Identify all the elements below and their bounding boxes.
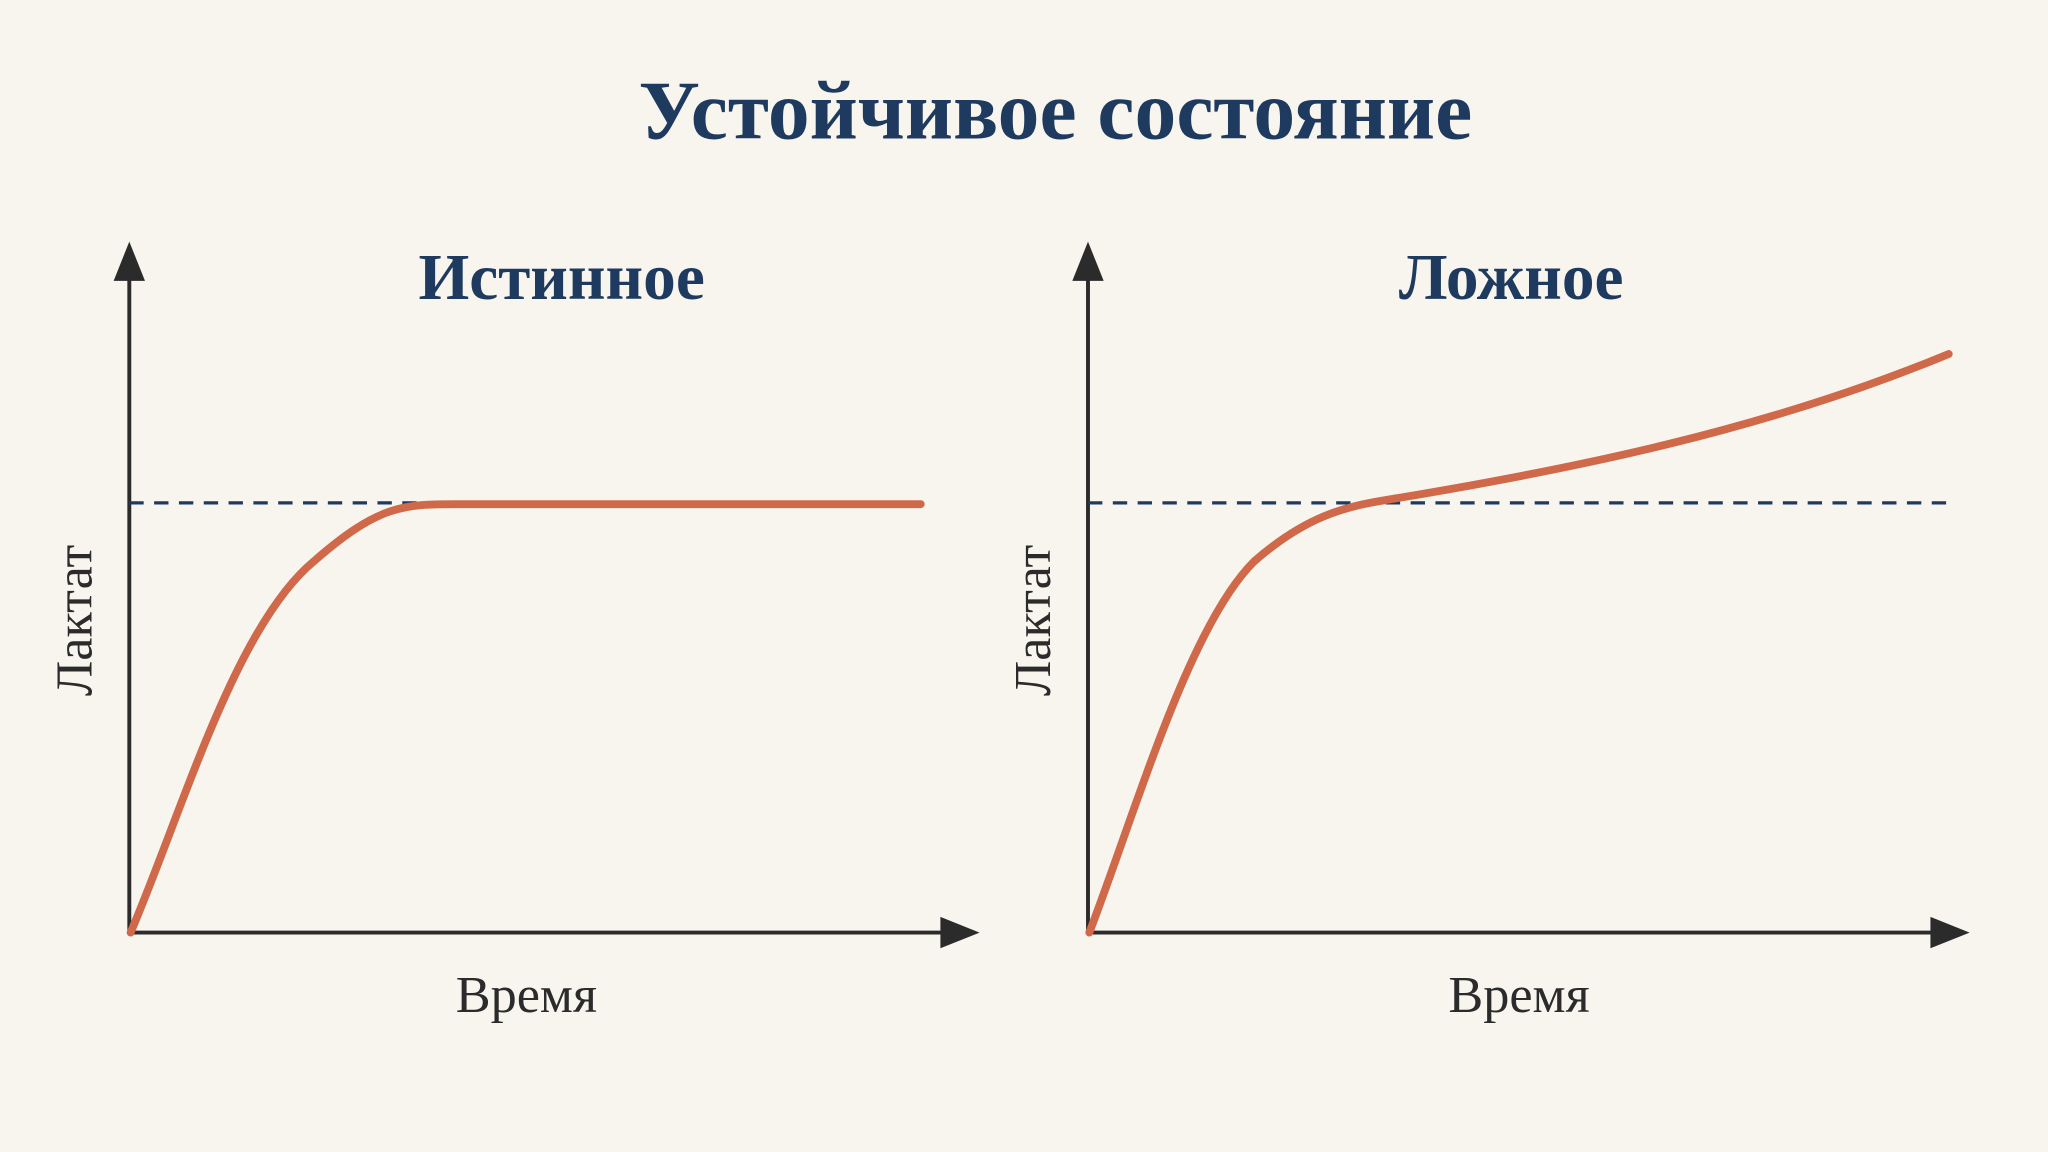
panel-false: Ложное Лактат Время: [1004, 241, 1970, 1024]
y-label: Лактат: [1004, 545, 1062, 697]
y-arrow: [113, 241, 145, 281]
y-arrow: [1072, 241, 1104, 281]
panel-title: Ложное: [1399, 242, 1624, 314]
panel-true: Истинное Лактат Время: [45, 241, 980, 1024]
x-label: Время: [456, 966, 597, 1024]
panel-title: Истинное: [418, 242, 704, 314]
y-label: Лактат: [45, 545, 103, 697]
x-arrow: [940, 916, 980, 949]
x-label: Время: [1448, 966, 1589, 1024]
lactate-curve: [126, 500, 925, 937]
x-arrow: [1930, 916, 1970, 949]
title: Устойчивое состояние: [638, 65, 1472, 157]
lactate-curve: [1085, 350, 1953, 937]
